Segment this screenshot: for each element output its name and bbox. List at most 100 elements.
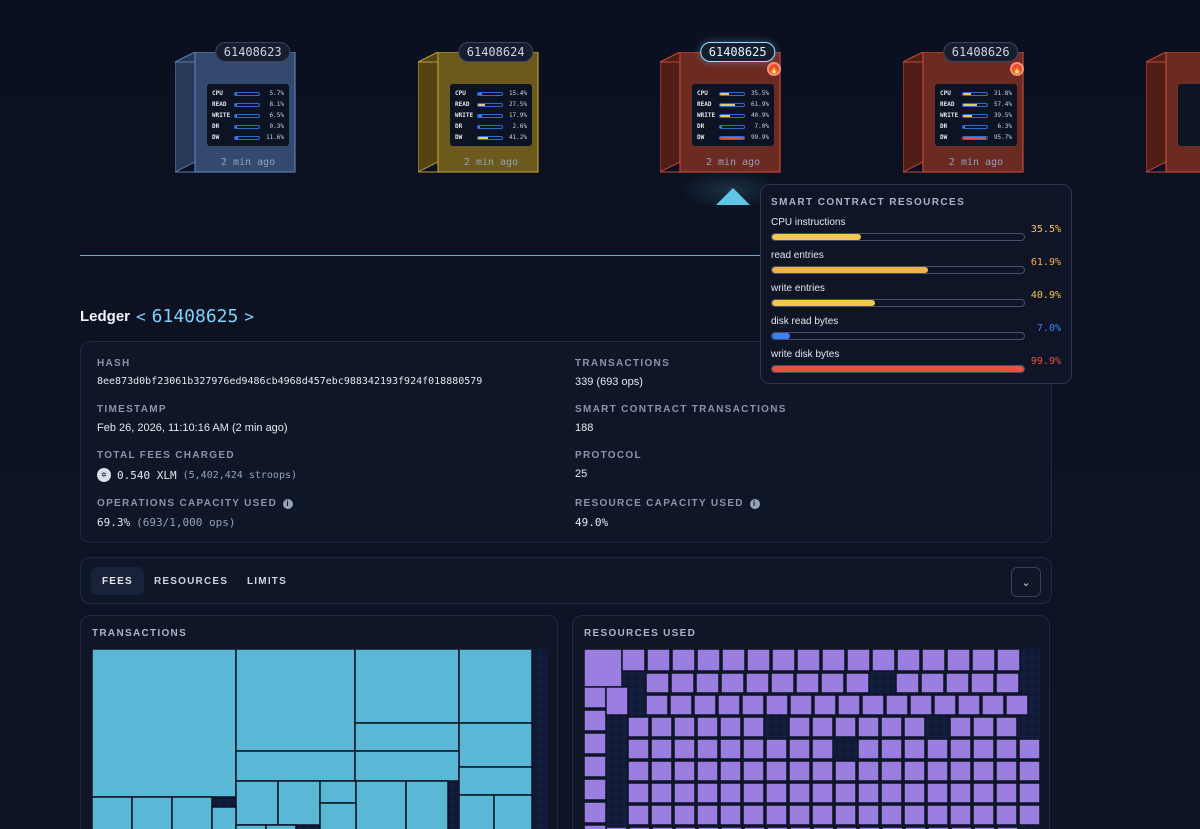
treemap-cell[interactable] — [927, 826, 950, 829]
treemap-cell[interactable] — [981, 694, 1005, 716]
treemap-cell[interactable] — [584, 709, 607, 732]
treemap-cell[interactable] — [796, 649, 821, 672]
treemap-cell[interactable] — [880, 804, 903, 826]
treemap-cell[interactable] — [845, 672, 870, 694]
treemap-cell[interactable] — [696, 804, 719, 826]
treemap-cell[interactable] — [354, 722, 460, 752]
treemap-cell[interactable] — [880, 738, 903, 760]
ledger-block[interactable]: CPU 15.4% READ 27.5% WRITE 17.9% DR 2.6% DW … — [418, 40, 543, 180]
treemap-cell[interactable] — [719, 760, 742, 782]
info-icon[interactable]: i — [749, 498, 760, 509]
treemap-cell[interactable] — [458, 722, 533, 768]
treemap-cell[interactable] — [745, 672, 770, 694]
treemap-cell[interactable] — [920, 672, 945, 694]
treemap-cell[interactable] — [458, 794, 495, 829]
treemap-cell[interactable] — [92, 649, 237, 798]
treemap-cell[interactable] — [811, 804, 834, 826]
treemap-cell[interactable] — [627, 804, 650, 826]
treemap-cell[interactable] — [1018, 760, 1040, 782]
treemap-cell[interactable] — [584, 755, 607, 778]
treemap-cell[interactable] — [742, 782, 765, 804]
block-id-badge[interactable]: 61408625 — [699, 42, 776, 62]
treemap-cell[interactable] — [972, 804, 995, 826]
treemap-cell[interactable] — [720, 672, 745, 694]
treemap-cell[interactable] — [742, 738, 765, 760]
treemap-cell[interactable] — [880, 716, 903, 738]
treemap-cell[interactable] — [857, 738, 880, 760]
ledger-block[interactable]: 1 — [1146, 40, 1200, 180]
treemap-cell[interactable] — [904, 826, 927, 829]
treemap-cell[interactable] — [834, 716, 857, 738]
treemap-cell[interactable] — [621, 649, 646, 672]
treemap-cell[interactable] — [766, 826, 789, 829]
treemap-cell[interactable] — [650, 716, 673, 738]
next-ledger-button[interactable]: > — [244, 307, 254, 326]
treemap-cell[interactable] — [746, 649, 771, 672]
treemap-cell[interactable] — [895, 672, 920, 694]
treemap-cell[interactable] — [946, 649, 971, 672]
treemap-cell[interactable] — [696, 760, 719, 782]
treemap-cell[interactable] — [971, 649, 996, 672]
treemap-cell[interactable] — [788, 738, 811, 760]
treemap-cell[interactable] — [719, 716, 742, 738]
treemap-cell[interactable] — [821, 649, 846, 672]
treemap-cell[interactable] — [995, 804, 1018, 826]
treemap-cell[interactable] — [788, 760, 811, 782]
treemap-cell[interactable] — [835, 826, 858, 829]
treemap-cell[interactable] — [646, 649, 671, 672]
treemap-cell[interactable] — [765, 782, 788, 804]
treemap-cell[interactable] — [405, 780, 449, 829]
treemap-cell[interactable] — [834, 782, 857, 804]
block-id-badge[interactable]: 61408624 — [457, 42, 534, 62]
treemap-cell[interactable] — [671, 649, 696, 672]
treemap-cell[interactable] — [673, 782, 696, 804]
treemap-cell[interactable] — [903, 738, 926, 760]
treemap-cell[interactable] — [950, 826, 973, 829]
tab-resources[interactable]: RESOURCES — [154, 575, 229, 587]
treemap-cell[interactable] — [605, 686, 629, 716]
treemap-cell[interactable] — [695, 672, 720, 694]
treemap-cell[interactable] — [355, 780, 407, 829]
treemap-cell[interactable] — [926, 760, 949, 782]
expand-button[interactable]: ⌄ — [1011, 567, 1041, 597]
tab-fees[interactable]: FEES — [91, 567, 144, 595]
treemap-cell[interactable] — [743, 826, 766, 829]
treemap-cell[interactable] — [771, 649, 796, 672]
ledger-block[interactable]: CPU 31.8% READ 57.4% WRITE 39.5% DR 6.3% DW … — [903, 40, 1028, 180]
treemap-cell[interactable] — [765, 738, 788, 760]
treemap-cell[interactable] — [945, 672, 970, 694]
treemap-cell[interactable] — [235, 750, 356, 782]
treemap-cell[interactable] — [719, 782, 742, 804]
treemap-cell[interactable] — [493, 794, 533, 829]
treemap-cell[interactable] — [949, 782, 972, 804]
treemap-cell[interactable] — [1018, 738, 1040, 760]
treemap-cell[interactable] — [903, 760, 926, 782]
treemap-cell[interactable] — [972, 760, 995, 782]
treemap-cell[interactable] — [235, 649, 356, 752]
treemap-cell[interactable] — [693, 694, 717, 716]
treemap-cell[interactable] — [670, 672, 695, 694]
treemap-cell[interactable] — [1018, 782, 1040, 804]
info-icon[interactable]: i — [283, 498, 294, 509]
treemap-cell[interactable] — [719, 738, 742, 760]
treemap-cell[interactable] — [788, 804, 811, 826]
treemap-cell[interactable] — [857, 760, 880, 782]
treemap-cell[interactable] — [973, 826, 996, 829]
treemap-cell[interactable] — [949, 716, 972, 738]
treemap-cell[interactable] — [765, 760, 788, 782]
treemap-cell[interactable] — [605, 826, 628, 829]
treemap-cell[interactable] — [949, 738, 972, 760]
treemap-cell[interactable] — [811, 760, 834, 782]
treemap-cell[interactable] — [995, 672, 1020, 694]
treemap-cell[interactable] — [673, 738, 696, 760]
treemap-cell[interactable] — [903, 804, 926, 826]
treemap-cell[interactable] — [770, 672, 795, 694]
treemap-cell[interactable] — [131, 796, 173, 829]
treemap-cell[interactable] — [742, 804, 765, 826]
treemap-cell[interactable] — [673, 716, 696, 738]
treemap-cell[interactable] — [673, 804, 696, 826]
treemap-cell[interactable] — [669, 694, 693, 716]
treemap-cell[interactable] — [697, 826, 720, 829]
treemap-cell[interactable] — [880, 782, 903, 804]
treemap-cell[interactable] — [909, 694, 933, 716]
